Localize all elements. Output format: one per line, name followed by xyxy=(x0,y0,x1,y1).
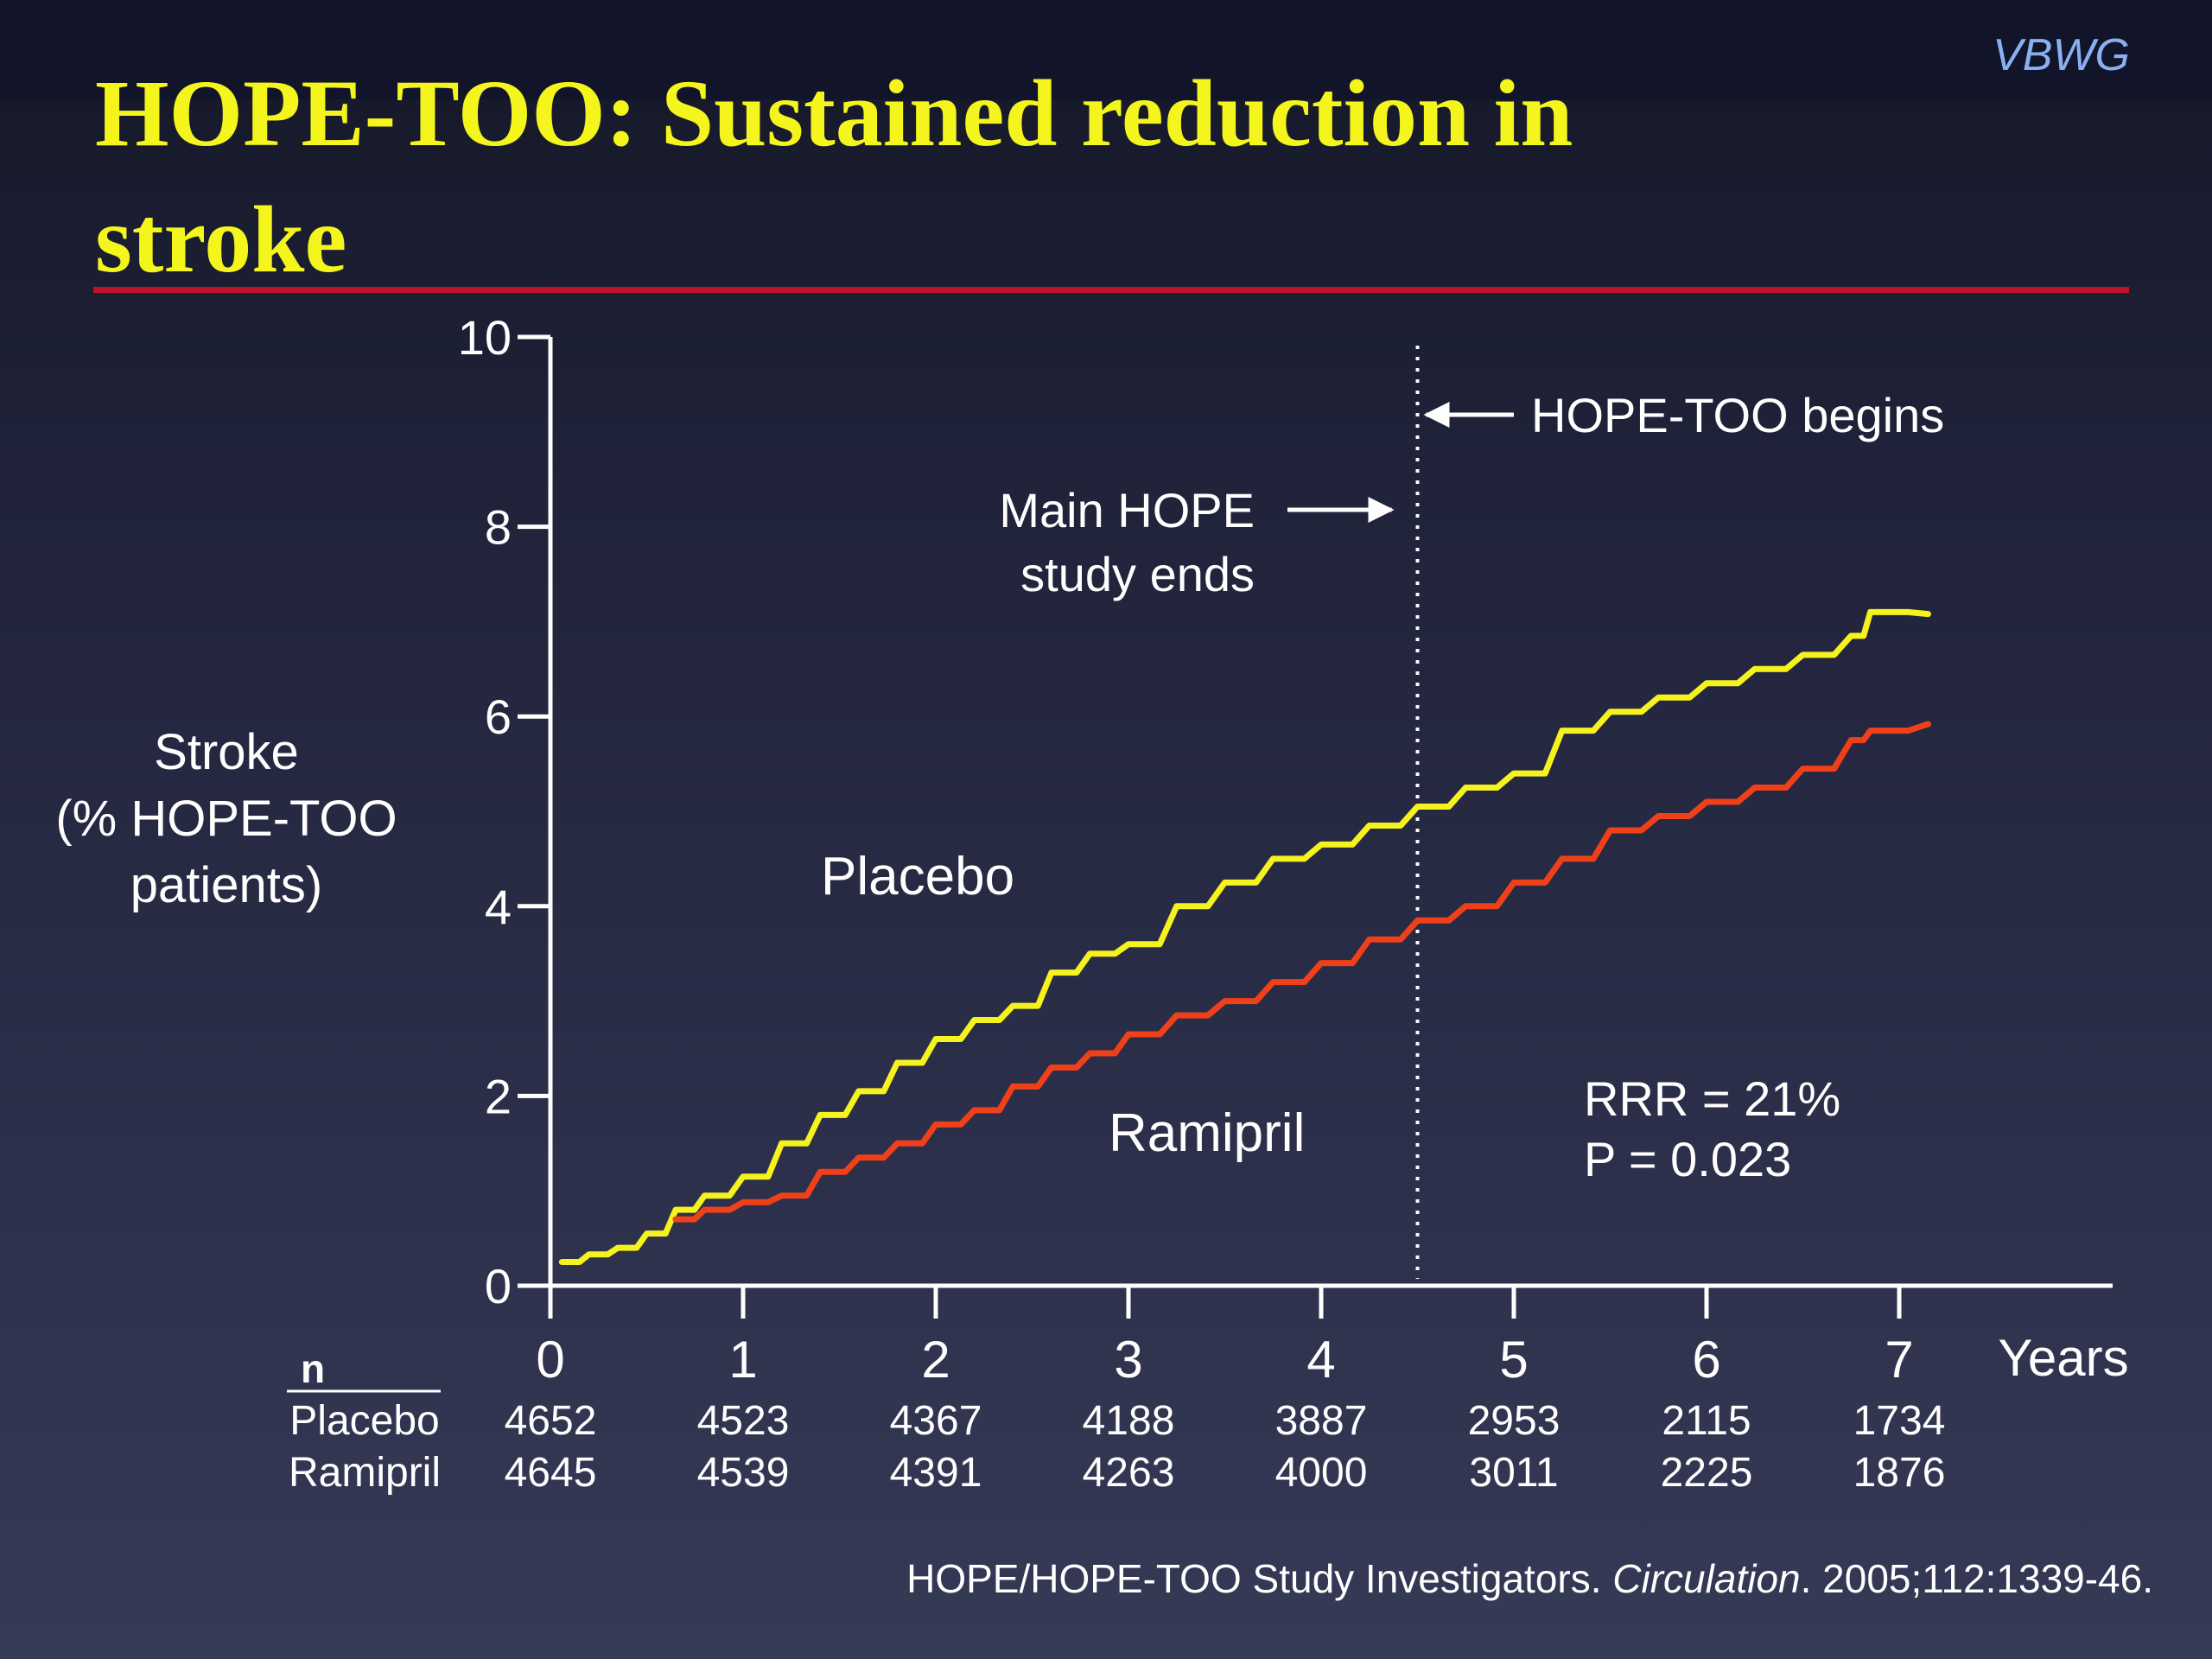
at-risk-count: 2953 xyxy=(1468,1398,1560,1444)
y-axis-title: Stroke (% HOPE-TOO patients) xyxy=(55,724,397,913)
x-tick-label: 3 xyxy=(1114,1331,1142,1389)
hope-too-begins-label: HOPE-TOO begins xyxy=(1531,388,1944,442)
at-risk-count: 2225 xyxy=(1661,1450,1753,1496)
x-tick-label: 7 xyxy=(1885,1331,1913,1389)
series-layer xyxy=(558,608,1931,1266)
placebo-line xyxy=(558,608,1931,1266)
at-risk-count: 4539 xyxy=(697,1450,790,1496)
slide-title: HOPE-TOO: Sustained reduction in stroke xyxy=(95,60,1573,292)
at-risk-count: 4652 xyxy=(505,1398,597,1444)
at-risk-header: n xyxy=(301,1346,325,1391)
at-risk-row-label: Placebo xyxy=(289,1398,439,1444)
at-risk-count: 4367 xyxy=(890,1398,982,1444)
at-risk-count: 3011 xyxy=(1469,1450,1558,1496)
x-tick-label: 1 xyxy=(728,1331,757,1389)
x-axis-title: Years xyxy=(1998,1329,2128,1387)
y-axis-title-line: (% HOPE-TOO xyxy=(55,791,397,847)
y-tick-label: 8 xyxy=(485,500,512,555)
annotation-layer: HOPE-TOO begins Main HOPE study ends Placeb… xyxy=(821,388,1944,1186)
at-risk-count: 4263 xyxy=(1083,1450,1175,1496)
at-risk-count: 4391 xyxy=(890,1450,982,1496)
y-tick-label: 6 xyxy=(485,690,512,744)
at-risk-table: n Placebo 4652 4523 4367 4188 3887 2953 2115 1734… xyxy=(287,1346,1945,1496)
at-risk-count: 4645 xyxy=(505,1450,597,1496)
y-axis-title-line: patients) xyxy=(130,857,322,913)
x-tick-label: 2 xyxy=(921,1331,950,1389)
title-divider xyxy=(93,287,2129,293)
citation-authors: HOPE/HOPE-TOO Study Investigators. xyxy=(906,1556,1613,1601)
x-tick-label: 0 xyxy=(536,1331,564,1389)
y-tick-label: 0 xyxy=(485,1259,512,1313)
citation: HOPE/HOPE-TOO Study Investigators. Circu… xyxy=(906,1555,2153,1602)
vbwg-watermark: VBWG xyxy=(1993,30,2130,80)
y-axis-title-line: Stroke xyxy=(154,724,299,780)
y-tick-label: 10 xyxy=(458,310,512,365)
at-risk-count: 2115 xyxy=(1662,1398,1751,1444)
at-risk-count: 4000 xyxy=(1275,1450,1368,1496)
x-tick-label: 5 xyxy=(1499,1331,1528,1389)
x-tick-label: 6 xyxy=(1692,1331,1720,1389)
ramipril-series-label: Ramipril xyxy=(1109,1103,1305,1163)
at-risk-count: 1734 xyxy=(1853,1398,1946,1444)
main-hope-ends-label-line1: Main HOPE xyxy=(999,483,1255,537)
x-tick-label: 4 xyxy=(1306,1331,1335,1389)
p-value-stat: P = 0.023 xyxy=(1584,1132,1791,1186)
ramipril-line xyxy=(672,721,1931,1223)
placebo-series-label: Placebo xyxy=(821,847,1014,906)
y-tick-label: 2 xyxy=(485,1069,512,1123)
at-risk-count: 4523 xyxy=(697,1398,790,1444)
main-hope-ends-label-line2: study ends xyxy=(1020,547,1255,601)
rrr-stat: RRR = 21% xyxy=(1584,1071,1840,1126)
at-risk-count: 3887 xyxy=(1275,1398,1368,1444)
y-tick-label: 4 xyxy=(485,880,512,934)
header-band xyxy=(0,0,2212,99)
at-risk-row-label: Ramipril xyxy=(289,1450,441,1496)
at-risk-count: 1876 xyxy=(1853,1450,1946,1496)
chart-axes: 0 2 4 6 8 10 0 1 2 3 4 5 6 7 Years Stroke (% HOPE-TOO pat… xyxy=(55,310,2128,1389)
citation-details: . 2005;112:1339-46. xyxy=(1800,1556,2153,1601)
at-risk-count: 4188 xyxy=(1083,1398,1175,1444)
citation-journal: Circulation xyxy=(1612,1556,1801,1601)
